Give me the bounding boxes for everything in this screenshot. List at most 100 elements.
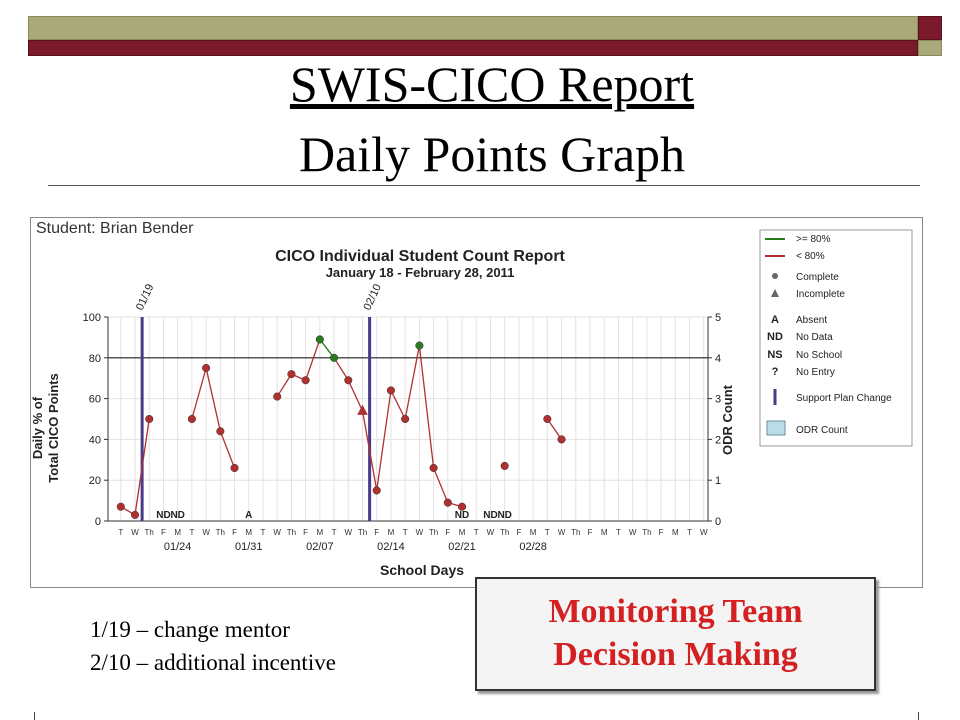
phase-change-label: 01/19 (134, 282, 157, 312)
day-label: M (388, 528, 395, 537)
series-line-segment (205, 367, 221, 432)
legend-symbol: A (771, 314, 779, 326)
series-line-segment (404, 345, 421, 420)
data-point (116, 502, 125, 511)
day-label: F (445, 528, 450, 537)
y-tick-label: 0 (95, 516, 101, 528)
data-point (443, 498, 452, 507)
title-divider (48, 185, 920, 186)
data-point (386, 386, 395, 395)
footer-tick-right (918, 712, 919, 720)
status-label: ND (455, 510, 469, 521)
day-label: Th (500, 528, 509, 537)
day-label: T (474, 528, 479, 537)
day-label: F (659, 528, 664, 537)
header-square-lower (918, 40, 942, 56)
week-label: 01/31 (235, 541, 263, 553)
series-line-segment (134, 418, 150, 515)
day-label: M (174, 528, 181, 537)
data-point (344, 376, 353, 385)
y-tick-label: 40 (89, 434, 101, 446)
status-label: ND (156, 510, 170, 521)
day-label: M (601, 528, 608, 537)
day-label: Th (287, 528, 296, 537)
day-label: W (558, 528, 566, 537)
day-label: T (118, 528, 123, 537)
y2-tick-label: 1 (715, 475, 721, 487)
x-axis-title: School Days (380, 562, 464, 578)
status-label: A (245, 510, 252, 521)
slide-title: SWIS-CICO Report (289, 56, 695, 112)
student-label: Student: Brian Bender (36, 220, 194, 237)
day-label: M (459, 528, 466, 537)
data-point (230, 463, 239, 473)
data-point (429, 463, 438, 473)
status-label: ND (483, 510, 497, 521)
legend-label: Incomplete (796, 289, 845, 300)
y-tick-label: 20 (89, 475, 101, 487)
series-line-segment (546, 418, 563, 440)
legend-label: No School (796, 350, 842, 361)
legend-label: Absent (796, 315, 827, 326)
data-point (273, 392, 282, 401)
week-label: 02/28 (519, 541, 547, 553)
data-point (330, 353, 339, 362)
week-label: 02/07 (306, 541, 334, 553)
day-label: W (700, 528, 708, 537)
legend-label: ODR Count (796, 425, 848, 436)
callout-box: Monitoring Team Decision Making (475, 577, 876, 691)
data-point (500, 461, 509, 470)
day-label: W (345, 528, 353, 537)
legend-symbol: ? (772, 366, 779, 378)
data-point (543, 414, 552, 424)
day-label: T (616, 528, 621, 537)
series-line-segment (333, 357, 349, 381)
header-bar (28, 16, 918, 40)
data-point (315, 335, 324, 344)
day-label: Th (145, 528, 154, 537)
data-point (457, 502, 467, 511)
day-label: W (202, 528, 210, 537)
legend-triangle-swatch (771, 289, 779, 297)
status-label: ND (170, 510, 184, 521)
day-label: T (189, 528, 194, 537)
legend-phase-swatch (773, 389, 777, 405)
day-label: W (131, 528, 139, 537)
day-label: F (374, 528, 379, 537)
series-line-segment (390, 390, 406, 420)
data-point (557, 435, 566, 444)
phase-notes: 1/19 – change mentor 2/10 – additional i… (90, 613, 336, 680)
series-line-segment (347, 379, 364, 412)
callout-line-2: Decision Making (553, 635, 798, 673)
series-line-segment (376, 390, 392, 491)
footer-tick-left (34, 712, 35, 720)
data-point (301, 376, 310, 385)
week-label: 02/21 (448, 541, 476, 553)
y2-axis-title: ODR Count (720, 384, 735, 455)
note-line-1: 1/19 – change mentor (90, 617, 290, 642)
y-axis-title-line1: Daily % of (30, 396, 45, 459)
y2-tick-label: 3 (715, 394, 721, 406)
legend-label: Support Plan Change (796, 393, 892, 404)
data-point (145, 414, 154, 424)
chart-subtitle: January 18 - February 28, 2011 (325, 265, 515, 280)
chart-title: CICO Individual Student Count Report (275, 248, 565, 265)
data-point (415, 341, 424, 350)
legend-label: No Data (796, 332, 833, 343)
day-label: F (516, 528, 521, 537)
y-tick-label: 80 (89, 353, 101, 365)
y2-tick-label: 2 (715, 434, 721, 446)
day-label: W (487, 528, 495, 537)
data-point (401, 414, 410, 424)
header-accent-bar (28, 40, 918, 56)
data-point (287, 370, 296, 379)
day-label: T (403, 528, 408, 537)
note-line-2: 2/10 – additional incentive (90, 650, 336, 676)
day-label: M (672, 528, 679, 537)
legend-label: No Entry (796, 367, 835, 378)
y-tick-label: 60 (89, 394, 101, 406)
day-label: M (530, 528, 537, 537)
legend-label: >= 80% (796, 234, 831, 245)
series-line-segment (361, 410, 378, 491)
